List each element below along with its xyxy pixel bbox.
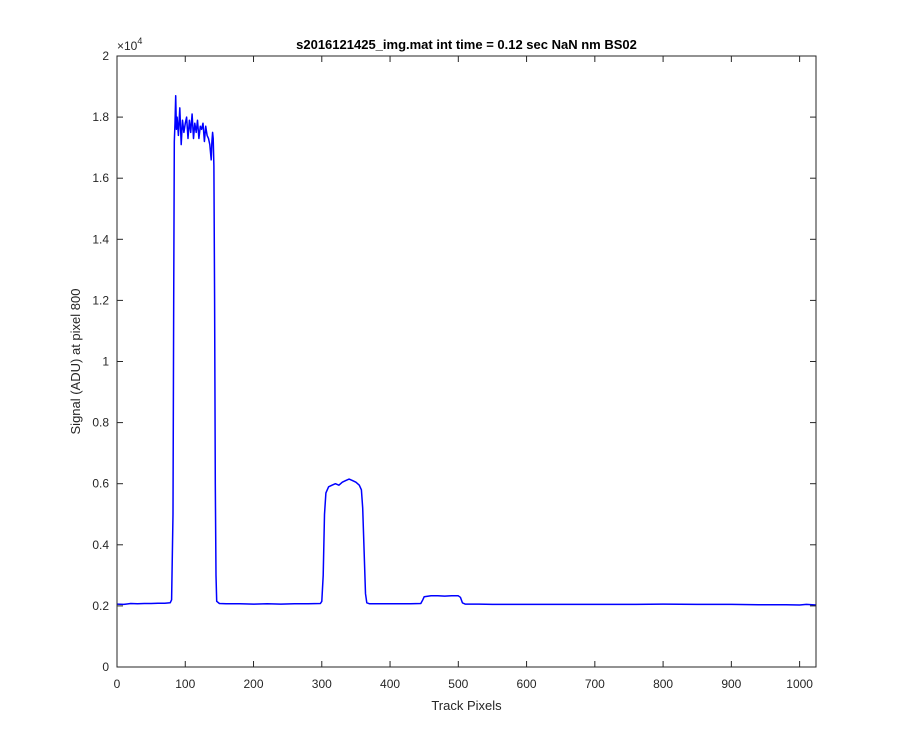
x-tick-label: 200 [244,677,264,691]
chart-title: s2016121425_img.mat int time = 0.12 sec … [296,37,637,52]
x-tick-label: 400 [380,677,400,691]
y-tick-label: 1.2 [92,293,109,307]
y-tick-label: 0 [102,660,109,674]
series-line-0 [116,94,817,606]
plot-area [117,56,816,667]
x-tick-label: 100 [175,677,195,691]
x-tick-label: 0 [114,677,121,691]
y-tick-label: 1 [102,355,109,369]
y-tick-label: 1.8 [92,110,109,124]
x-tick-label: 600 [517,677,537,691]
x-tick-label: 1000 [786,677,813,691]
y-axis: 0 0.2 0.4 0.6 0.8 1 1.2 1.4 1.6 1.8 2 [92,49,816,674]
y-tick-label: 2 [102,49,109,63]
y-tick-label: 0.4 [92,538,109,552]
x-axis-label: Track Pixels [431,698,502,713]
x-tick-label: 800 [653,677,673,691]
x-tick-label: 900 [721,677,741,691]
y-exponent-base: ×10 [117,39,138,53]
y-tick-label: 1.4 [92,232,109,246]
x-tick-label: 500 [448,677,468,691]
y-tick-label: 0.8 [92,416,109,430]
y-tick-label: 1.6 [92,171,109,185]
y-axis-label: Signal (ADU) at pixel 800 [68,289,83,435]
x-tick-label: 700 [585,677,605,691]
y-tick-label: 0.2 [92,599,109,613]
x-tick-label: 300 [312,677,332,691]
y-exponent-power: 4 [137,36,142,46]
y-tick-label: 0.6 [92,477,109,491]
x-axis: 0 100 200 300 400 500 600 700 800 900 1000 [114,56,813,691]
series-layer [116,94,817,606]
y-exponent-label: ×104 [117,36,142,53]
